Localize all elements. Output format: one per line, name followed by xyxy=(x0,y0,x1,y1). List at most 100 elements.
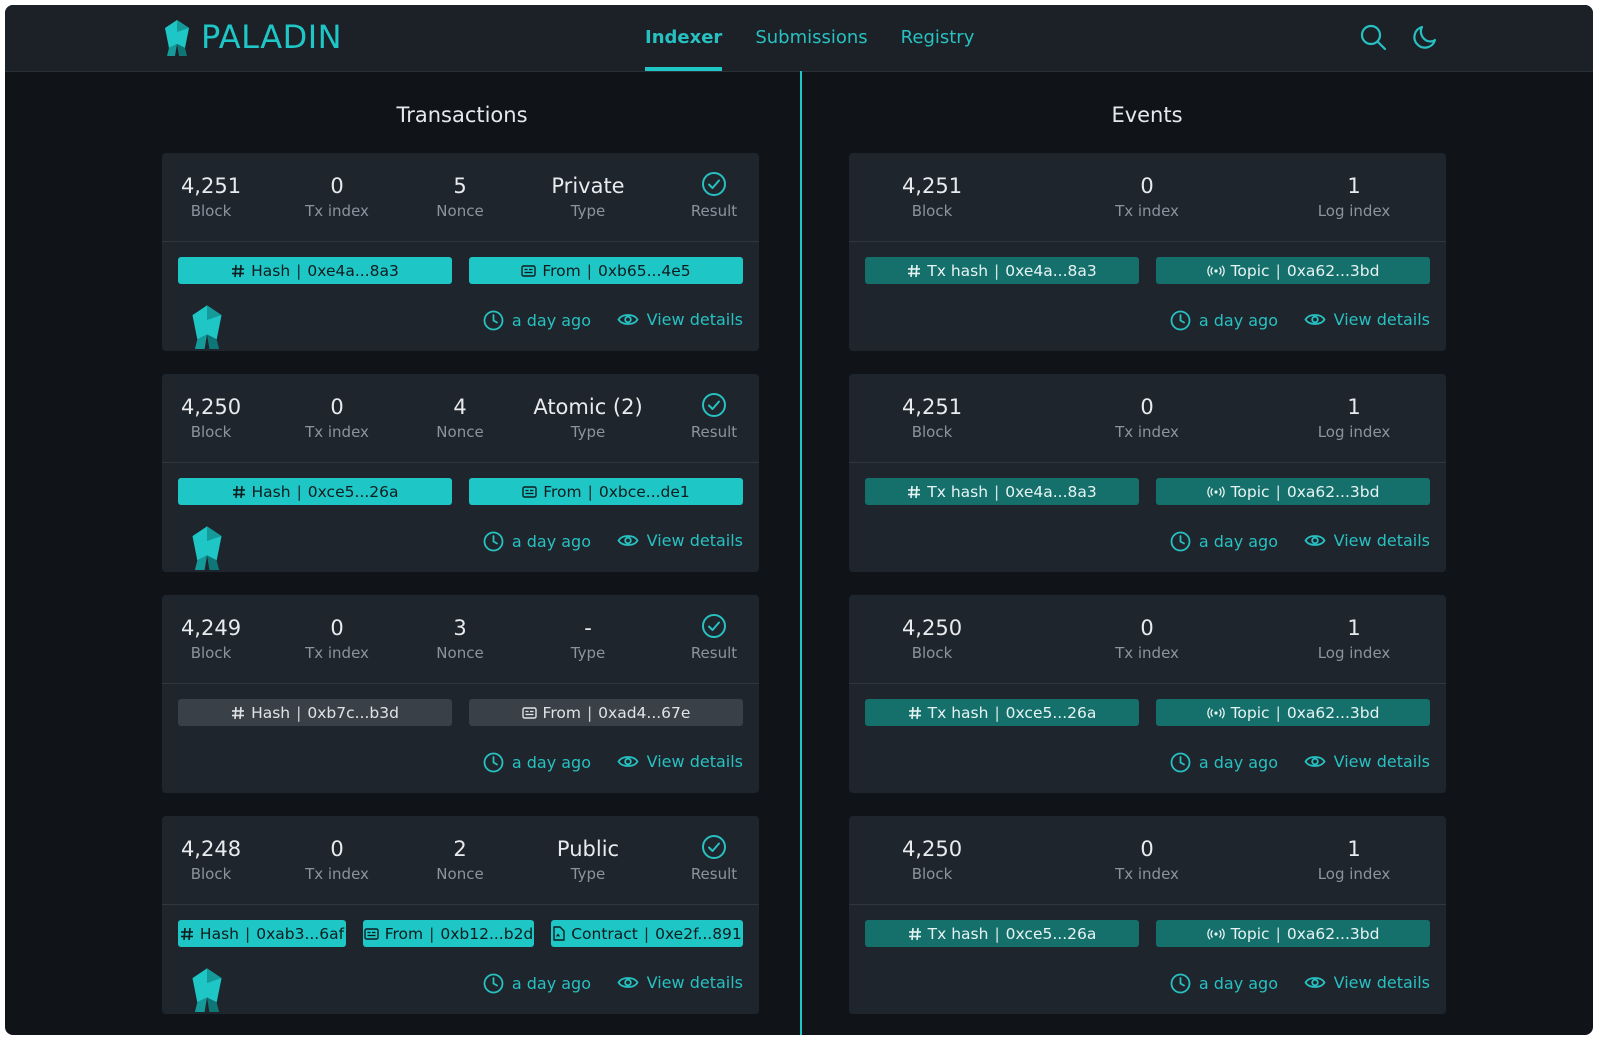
topic-pill[interactable]: Topic | 0xa62...3bd xyxy=(1156,699,1430,726)
block-stat-label: Block xyxy=(190,644,232,662)
hash-pill[interactable]: Hash | 0xe4a...8a3 xyxy=(178,257,452,284)
contract-pill[interactable]: Contract | 0xe2f...891 xyxy=(551,920,743,947)
transaction-card[interactable]: 4,248 Block 0 Tx index 2 Nonce Public Type Resul… xyxy=(162,816,759,1014)
hash-pill-label: Hash xyxy=(199,924,239,943)
view-details-link[interactable]: View details xyxy=(617,752,743,771)
tx-hash-pill[interactable]: Tx hash | 0xce5...26a xyxy=(865,920,1139,947)
timestamp[interactable]: a day ago xyxy=(483,752,591,773)
timestamp-text: a day ago xyxy=(1198,311,1278,330)
event-stats: 4,250 Block 0 Tx index 1 Log index xyxy=(849,816,1446,905)
topic-pill[interactable]: Topic | 0xa62...3bd xyxy=(1156,257,1430,284)
block-stat-label: Block xyxy=(190,423,232,441)
event-stats: 4,251 Block 0 Tx index 1 Log index xyxy=(849,153,1446,242)
timestamp[interactable]: a day ago xyxy=(483,310,591,331)
transaction-card[interactable]: 4,251 Block 0 Tx index 5 Nonce Private Type Resu… xyxy=(162,153,759,351)
tx-index-stat-label: Tx index xyxy=(305,202,369,220)
event-card[interactable]: 4,250 Block 0 Tx index 1 Log index Tx hash | 0xc… xyxy=(849,816,1446,1014)
tx-index-stat-value: 0 xyxy=(1140,174,1154,198)
topic-pill-label: Topic xyxy=(1230,261,1270,280)
type-stat-value: Public xyxy=(556,837,620,861)
id-card-icon xyxy=(521,706,537,719)
event-card[interactable]: 4,251 Block 0 Tx index 1 Log index Tx hash | 0xe… xyxy=(849,374,1446,572)
hash-pill[interactable]: Hash | 0xce5...26a xyxy=(178,478,452,505)
timestamp[interactable]: a day ago xyxy=(1170,973,1278,994)
transaction-stats: 4,251 Block 0 Tx index 5 Nonce Private Type Resu… xyxy=(162,153,759,242)
app-window: PALADIN Indexer Submissions Registry Tra… xyxy=(5,5,1593,1035)
from-pill[interactable]: From | 0xb65...4e5 xyxy=(469,257,743,284)
id-card-icon xyxy=(364,927,379,940)
tx-index-stat-label: Tx index xyxy=(1115,644,1179,662)
tx-hash-pill[interactable]: Tx hash | 0xe4a...8a3 xyxy=(865,478,1139,505)
topic-pill-label: Topic xyxy=(1230,482,1270,501)
nonce-stat-label: Nonce xyxy=(436,423,484,441)
nonce-stat-value: 3 xyxy=(453,616,467,640)
timestamp[interactable]: a day ago xyxy=(1170,310,1278,331)
eye-icon xyxy=(617,535,639,546)
view-details-link[interactable]: View details xyxy=(617,531,743,550)
from-pill[interactable]: From | 0xb12...b2d xyxy=(363,920,534,947)
block-stat: 4,251 Block xyxy=(867,173,997,223)
block-stat-label: Block xyxy=(911,865,953,883)
tab-submissions[interactable]: Submissions xyxy=(755,27,868,48)
block-stat: 4,250 Block xyxy=(146,394,276,444)
tx-hash-pill[interactable]: Tx hash | 0xe4a...8a3 xyxy=(865,257,1139,284)
hash-pill[interactable]: Hash | 0xab3...6af xyxy=(178,920,346,947)
tx-index-stat: 0 Tx index xyxy=(1082,836,1212,886)
type-stat-value: - xyxy=(584,616,592,640)
timestamp-text: a day ago xyxy=(1198,974,1278,993)
nonce-stat-label: Nonce xyxy=(436,865,484,883)
block-stat-value: 4,250 xyxy=(901,837,963,861)
view-details-link[interactable]: View details xyxy=(617,310,743,329)
tx-hash-pill[interactable]: Tx hash | 0xce5...26a xyxy=(865,699,1139,726)
tab-registry[interactable]: Registry xyxy=(900,27,975,48)
view-details-link[interactable]: View details xyxy=(1304,531,1430,550)
log-index-stat-label: Log index xyxy=(1317,423,1391,441)
event-card[interactable]: 4,251 Block 0 Tx index 1 Log index Tx hash | 0xe… xyxy=(849,153,1446,351)
view-details-link[interactable]: View details xyxy=(1304,752,1430,771)
hash-icon xyxy=(908,927,921,940)
tx-index-stat-value: 0 xyxy=(1140,837,1154,861)
log-index-stat-value: 1 xyxy=(1347,616,1361,640)
tx-hash-pill-value: 0xce5...26a xyxy=(1005,924,1097,943)
view-details-link[interactable]: View details xyxy=(617,973,743,992)
hash-pill-value: 0xe4a...8a3 xyxy=(307,261,399,280)
from-pill-value: 0xb12...b2d xyxy=(440,924,534,943)
main-nav: Indexer Submissions Registry xyxy=(645,5,974,71)
transaction-card[interactable]: 4,249 Block 0 Tx index 3 Nonce - Type Result Hash… xyxy=(162,595,759,793)
moon-icon[interactable] xyxy=(1411,23,1439,51)
topic-pill[interactable]: Topic | 0xa62...3bd xyxy=(1156,920,1430,947)
broadcast-icon xyxy=(1206,706,1225,719)
view-details-link[interactable]: View details xyxy=(1304,310,1430,329)
from-pill[interactable]: From | 0xbce...de1 xyxy=(469,478,743,505)
check-circle-icon xyxy=(702,393,726,417)
block-stat-value: 4,250 xyxy=(180,395,242,419)
hash-icon xyxy=(232,485,245,498)
timestamp[interactable]: a day ago xyxy=(1170,531,1278,552)
block-stat-value: 4,250 xyxy=(901,616,963,640)
timestamp[interactable]: a day ago xyxy=(483,531,591,552)
transaction-card[interactable]: 4,250 Block 0 Tx index 4 Nonce Atomic (2) Type R… xyxy=(162,374,759,572)
hash-pill[interactable]: Hash | 0xb7c...b3d xyxy=(178,699,452,726)
nonce-stat: 3 Nonce xyxy=(395,615,525,665)
block-stat-label: Block xyxy=(190,865,232,883)
view-details-text: View details xyxy=(1333,310,1430,329)
nonce-stat: 5 Nonce xyxy=(395,173,525,223)
from-pill[interactable]: From | 0xad4...67e xyxy=(469,699,743,726)
timestamp[interactable]: a day ago xyxy=(1170,752,1278,773)
tx-hash-pill-value: 0xe4a...8a3 xyxy=(1005,261,1097,280)
type-stat: - Type xyxy=(523,615,653,665)
view-details-link[interactable]: View details xyxy=(1304,973,1430,992)
search-icon[interactable] xyxy=(1359,23,1387,51)
timestamp[interactable]: a day ago xyxy=(483,973,591,994)
tab-indexer[interactable]: Indexer xyxy=(645,5,723,71)
tx-index-stat: 0 Tx index xyxy=(272,836,402,886)
tx-index-stat-label: Tx index xyxy=(305,865,369,883)
broadcast-icon xyxy=(1206,485,1225,498)
block-stat-value: 4,248 xyxy=(180,837,242,861)
log-index-stat-value: 1 xyxy=(1347,837,1361,861)
topic-pill[interactable]: Topic | 0xa62...3bd xyxy=(1156,478,1430,505)
event-card[interactable]: 4,250 Block 0 Tx index 1 Log index Tx hash | 0xc… xyxy=(849,595,1446,793)
brand[interactable]: PALADIN xyxy=(163,18,342,56)
block-stat-value: 4,251 xyxy=(901,174,963,198)
hash-icon xyxy=(908,264,921,277)
